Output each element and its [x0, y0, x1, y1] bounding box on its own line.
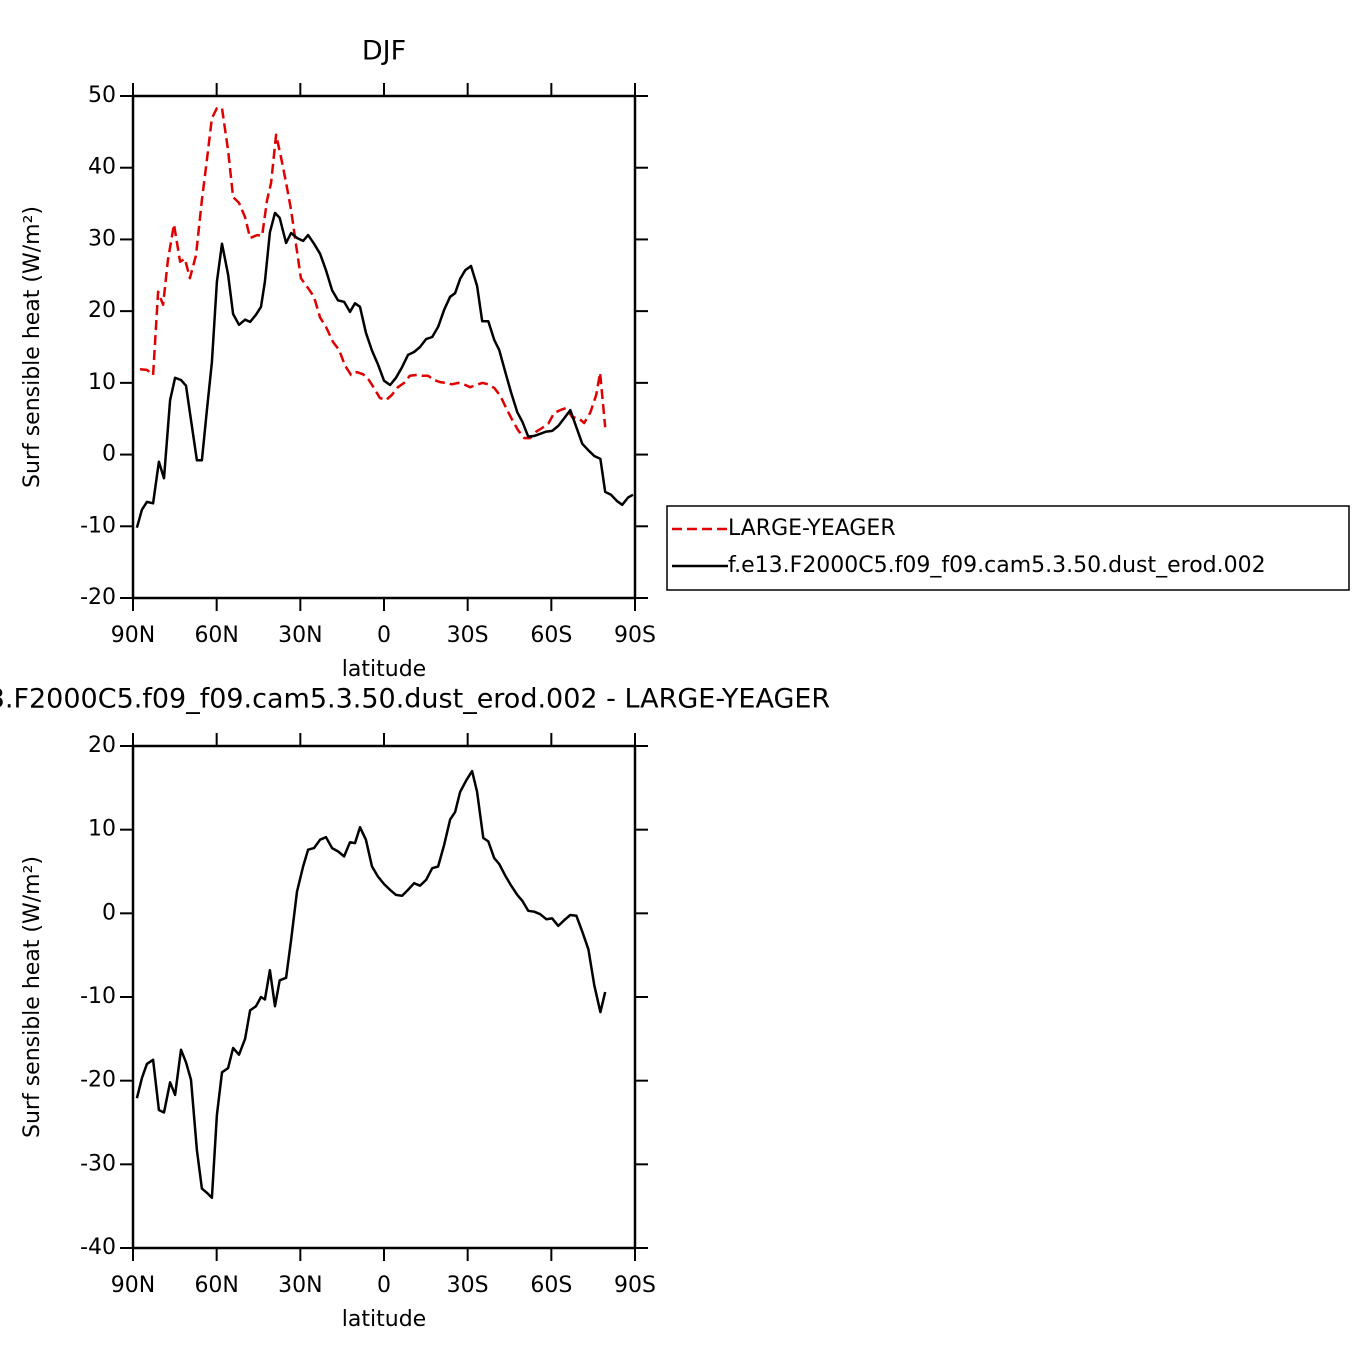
- y-tick-label: -30: [80, 1151, 116, 1176]
- y-tick-label: 10: [88, 370, 116, 395]
- y-axis-label: Surf sensible heat (W/m²): [20, 206, 45, 488]
- y-tick-label: 20: [88, 733, 116, 758]
- y-tick-label: 0: [102, 900, 116, 925]
- x-tick-label: 90S: [614, 1273, 656, 1298]
- legend-label: f.e13.F2000C5.f09_f09.cam5.3.50.dust_ero…: [728, 553, 1266, 578]
- data-line: [135, 211, 634, 529]
- x-tick-label: 90N: [111, 623, 155, 648]
- x-axis-label: latitude: [342, 1307, 426, 1332]
- data-line: [139, 106, 607, 440]
- x-tick-label: 60N: [194, 623, 238, 648]
- y-tick-label: 30: [88, 226, 116, 251]
- plot-frame: [131, 94, 637, 600]
- y-tick-label: -10: [80, 984, 116, 1009]
- legend-label: LARGE-YEAGER: [728, 516, 896, 541]
- x-tick-label: 90S: [614, 623, 656, 648]
- x-tick-label: 60S: [530, 623, 572, 648]
- y-tick-label: 20: [88, 298, 116, 323]
- x-tick-label: 30S: [447, 1273, 489, 1298]
- y-tick-label: 10: [88, 817, 116, 842]
- x-tick-label: 60N: [194, 1273, 238, 1298]
- y-tick-label: 50: [88, 83, 116, 108]
- y-tick-label: -20: [80, 585, 116, 610]
- plot-frame: [131, 744, 637, 1250]
- legend-box: [666, 505, 1350, 591]
- y-axis-label: Surf sensible heat (W/m²): [20, 856, 45, 1138]
- data-line: [135, 769, 607, 1200]
- x-tick-label: 30N: [278, 623, 322, 648]
- y-tick-label: -40: [80, 1235, 116, 1260]
- y-tick-label: -20: [80, 1068, 116, 1093]
- x-tick-label: 30S: [447, 623, 489, 648]
- chart-title: DJF: [362, 36, 406, 67]
- y-tick-label: 0: [102, 442, 116, 467]
- x-tick-label: 0: [377, 1273, 391, 1298]
- y-tick-label: 40: [88, 155, 116, 180]
- chart-title: f.e13.F2000C5.f09_f09.cam5.3.50.dust_ero…: [0, 684, 830, 715]
- x-tick-label: 30N: [278, 1273, 322, 1298]
- y-tick-label: -10: [80, 513, 116, 538]
- x-tick-label: 90N: [111, 1273, 155, 1298]
- x-axis-label: latitude: [342, 657, 426, 682]
- x-tick-label: 60S: [530, 1273, 572, 1298]
- x-tick-label: 0: [377, 623, 391, 648]
